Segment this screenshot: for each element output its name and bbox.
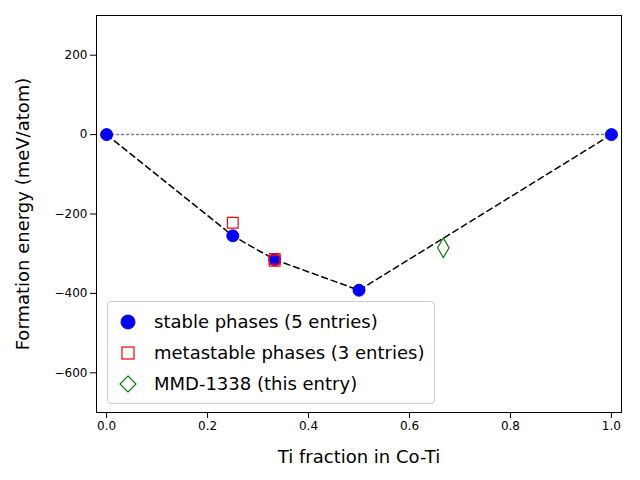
svg-text:Ti fraction in Co-Ti: Ti fraction in Co-Ti — [277, 446, 440, 467]
html-text:stable phases (5 entries): stable phases (5 entries) — [154, 311, 378, 332]
svg-text:1.0: 1.0 — [602, 419, 621, 433]
svg-text:−600: −600 — [55, 366, 88, 380]
html-text:MMD-1338 (this entry): MMD-1338 (this entry) — [154, 373, 358, 394]
svg-text:−200: −200 — [55, 207, 88, 221]
svg-text:0.6: 0.6 — [400, 419, 419, 433]
svg-text:0.8: 0.8 — [501, 419, 520, 433]
html-text:metastable phases (3 entries): metastable phases (3 entries) — [154, 342, 425, 363]
svg-text:0: 0 — [80, 127, 88, 141]
svg-text:0.2: 0.2 — [198, 419, 217, 433]
svg-text:200: 200 — [65, 48, 88, 62]
svg-text:Formation energy (meV/atom): Formation energy (meV/atom) — [12, 78, 33, 351]
svg-text:0.0: 0.0 — [97, 419, 116, 433]
svg-text:0.4: 0.4 — [299, 419, 318, 433]
svg-text:−400: −400 — [55, 286, 88, 300]
